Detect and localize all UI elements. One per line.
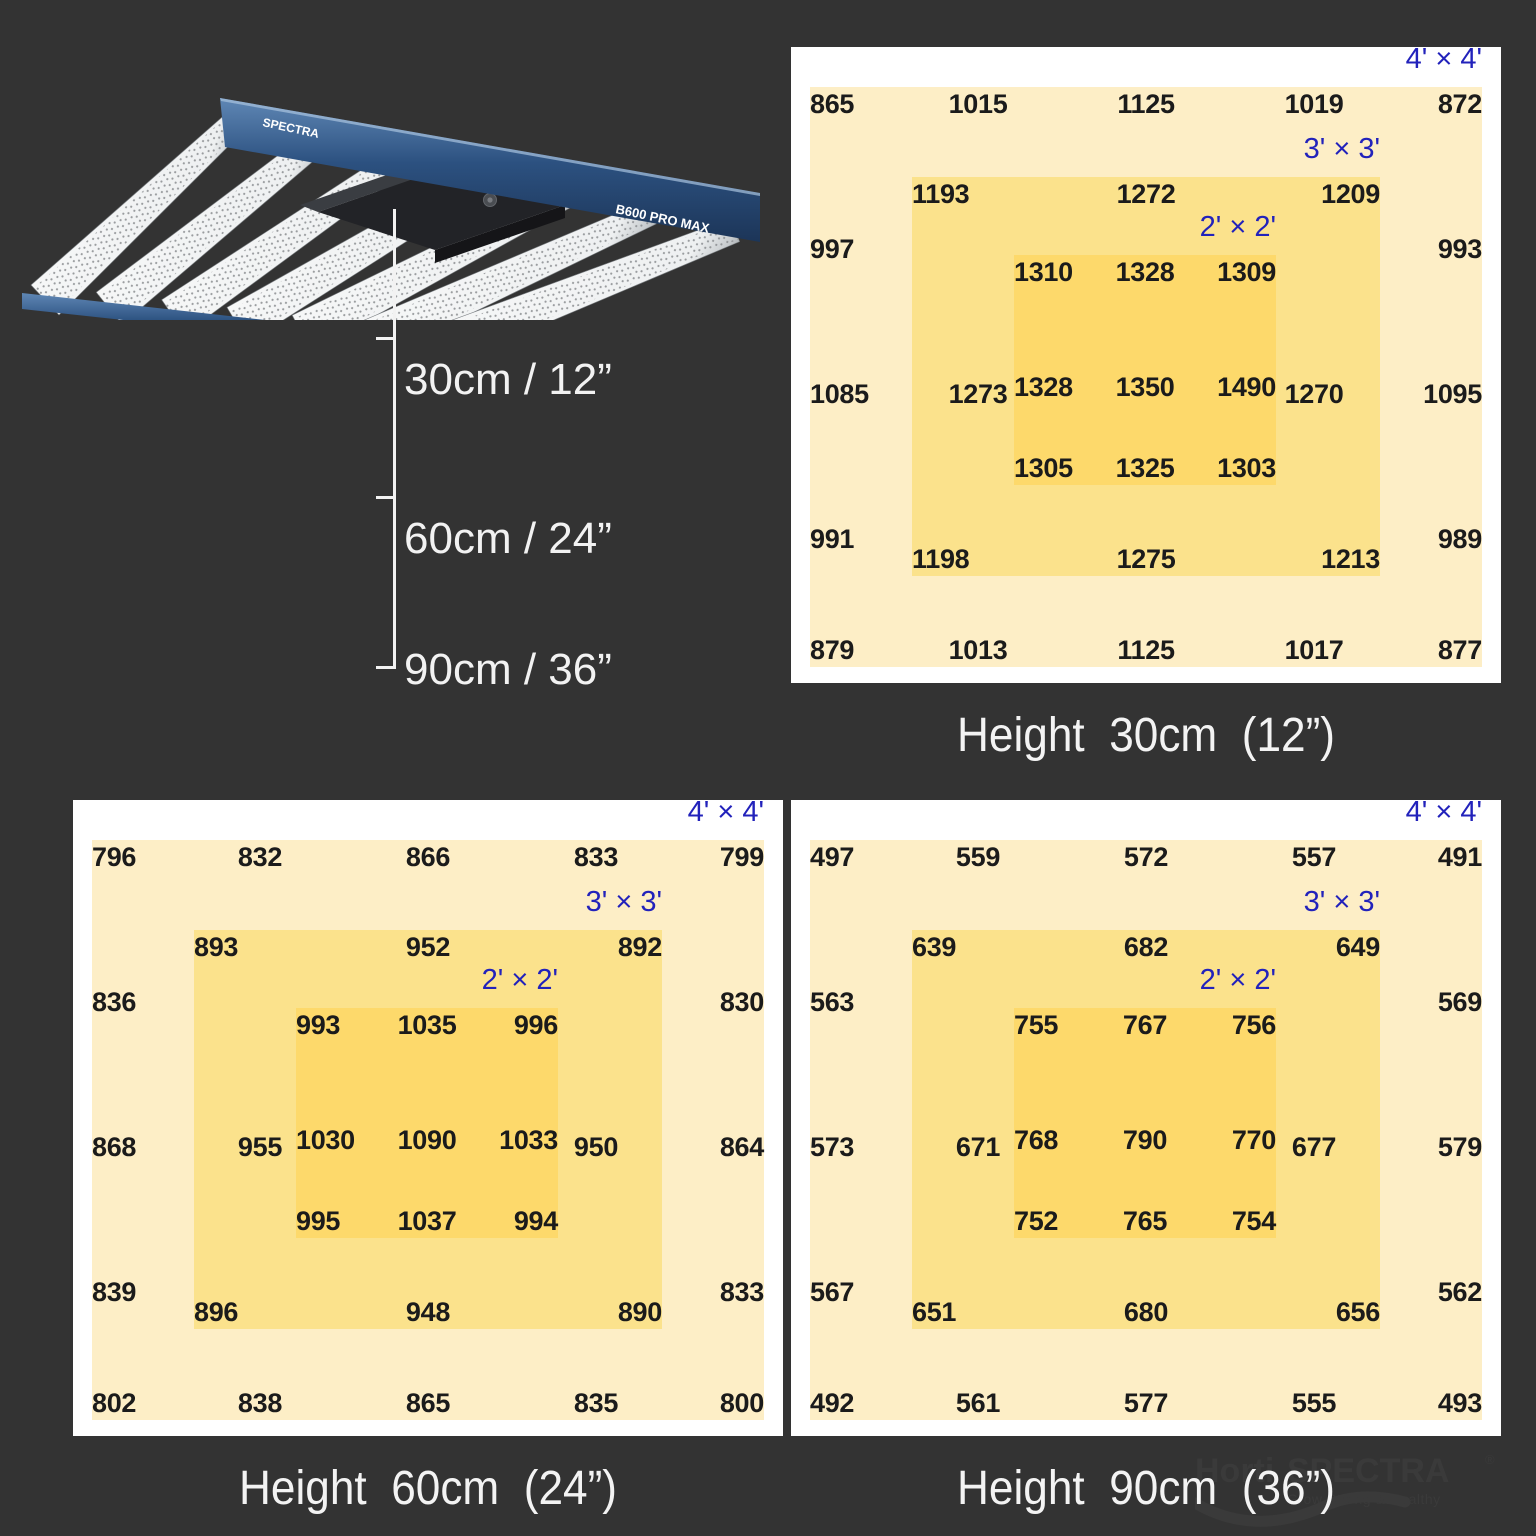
svg-text:®: ® [1485, 1452, 1495, 1467]
